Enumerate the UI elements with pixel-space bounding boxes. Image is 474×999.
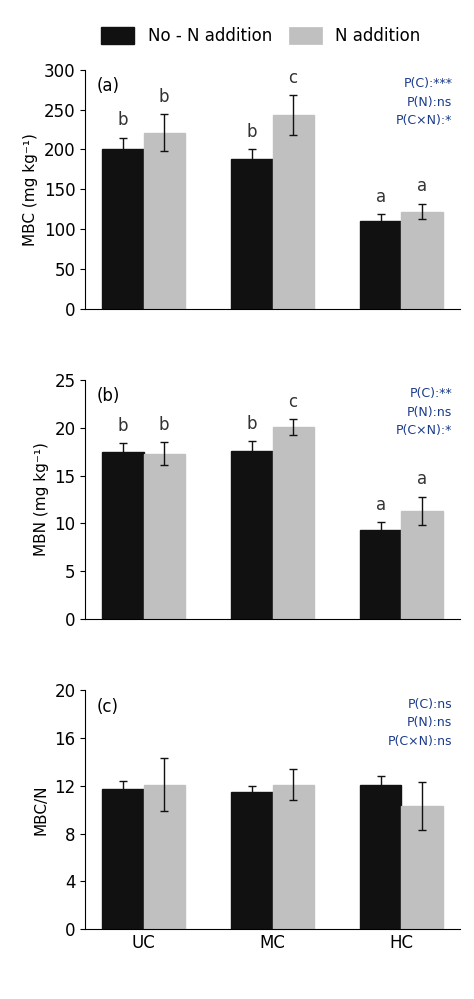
Bar: [144, 784, 185, 929]
Text: P(C):ns
P(N):ns
P(C×N):ns: P(C):ns P(N):ns P(C×N):ns: [388, 697, 452, 747]
Bar: [231, 792, 273, 929]
Y-axis label: MBN (mg kg⁻¹): MBN (mg kg⁻¹): [34, 443, 49, 556]
Y-axis label: MBC/N: MBC/N: [34, 784, 49, 835]
Text: c: c: [289, 393, 298, 411]
Text: P(C):**
P(N):ns
P(C×N):*: P(C):** P(N):ns P(C×N):*: [396, 388, 452, 438]
Bar: [401, 212, 443, 309]
Text: a: a: [417, 471, 427, 489]
Text: b: b: [118, 111, 128, 129]
Bar: [360, 784, 401, 929]
Bar: [401, 510, 443, 618]
Text: a: a: [417, 177, 427, 195]
Bar: [144, 133, 185, 309]
Y-axis label: MBC (mg kg⁻¹): MBC (mg kg⁻¹): [23, 133, 38, 246]
Bar: [231, 159, 273, 309]
Text: (c): (c): [97, 697, 118, 715]
Bar: [273, 115, 314, 309]
Bar: [102, 149, 144, 309]
Bar: [102, 452, 144, 618]
Text: b: b: [159, 88, 170, 106]
Legend: No - N addition, N addition: No - N addition, N addition: [98, 23, 424, 48]
Text: b: b: [159, 416, 170, 434]
Bar: [360, 530, 401, 618]
Bar: [273, 427, 314, 618]
Text: b: b: [246, 123, 257, 141]
Text: (a): (a): [97, 77, 119, 95]
Text: P(C):***
P(N):ns
P(C×N):*: P(C):*** P(N):ns P(C×N):*: [396, 77, 452, 127]
Text: (b): (b): [97, 388, 120, 406]
Bar: [231, 451, 273, 618]
Bar: [144, 454, 185, 618]
Text: b: b: [118, 417, 128, 435]
Bar: [360, 221, 401, 309]
Bar: [102, 789, 144, 929]
Text: b: b: [246, 415, 257, 433]
Text: c: c: [289, 69, 298, 87]
Text: a: a: [376, 497, 386, 514]
Bar: [401, 806, 443, 929]
Text: a: a: [376, 188, 386, 206]
Bar: [273, 784, 314, 929]
